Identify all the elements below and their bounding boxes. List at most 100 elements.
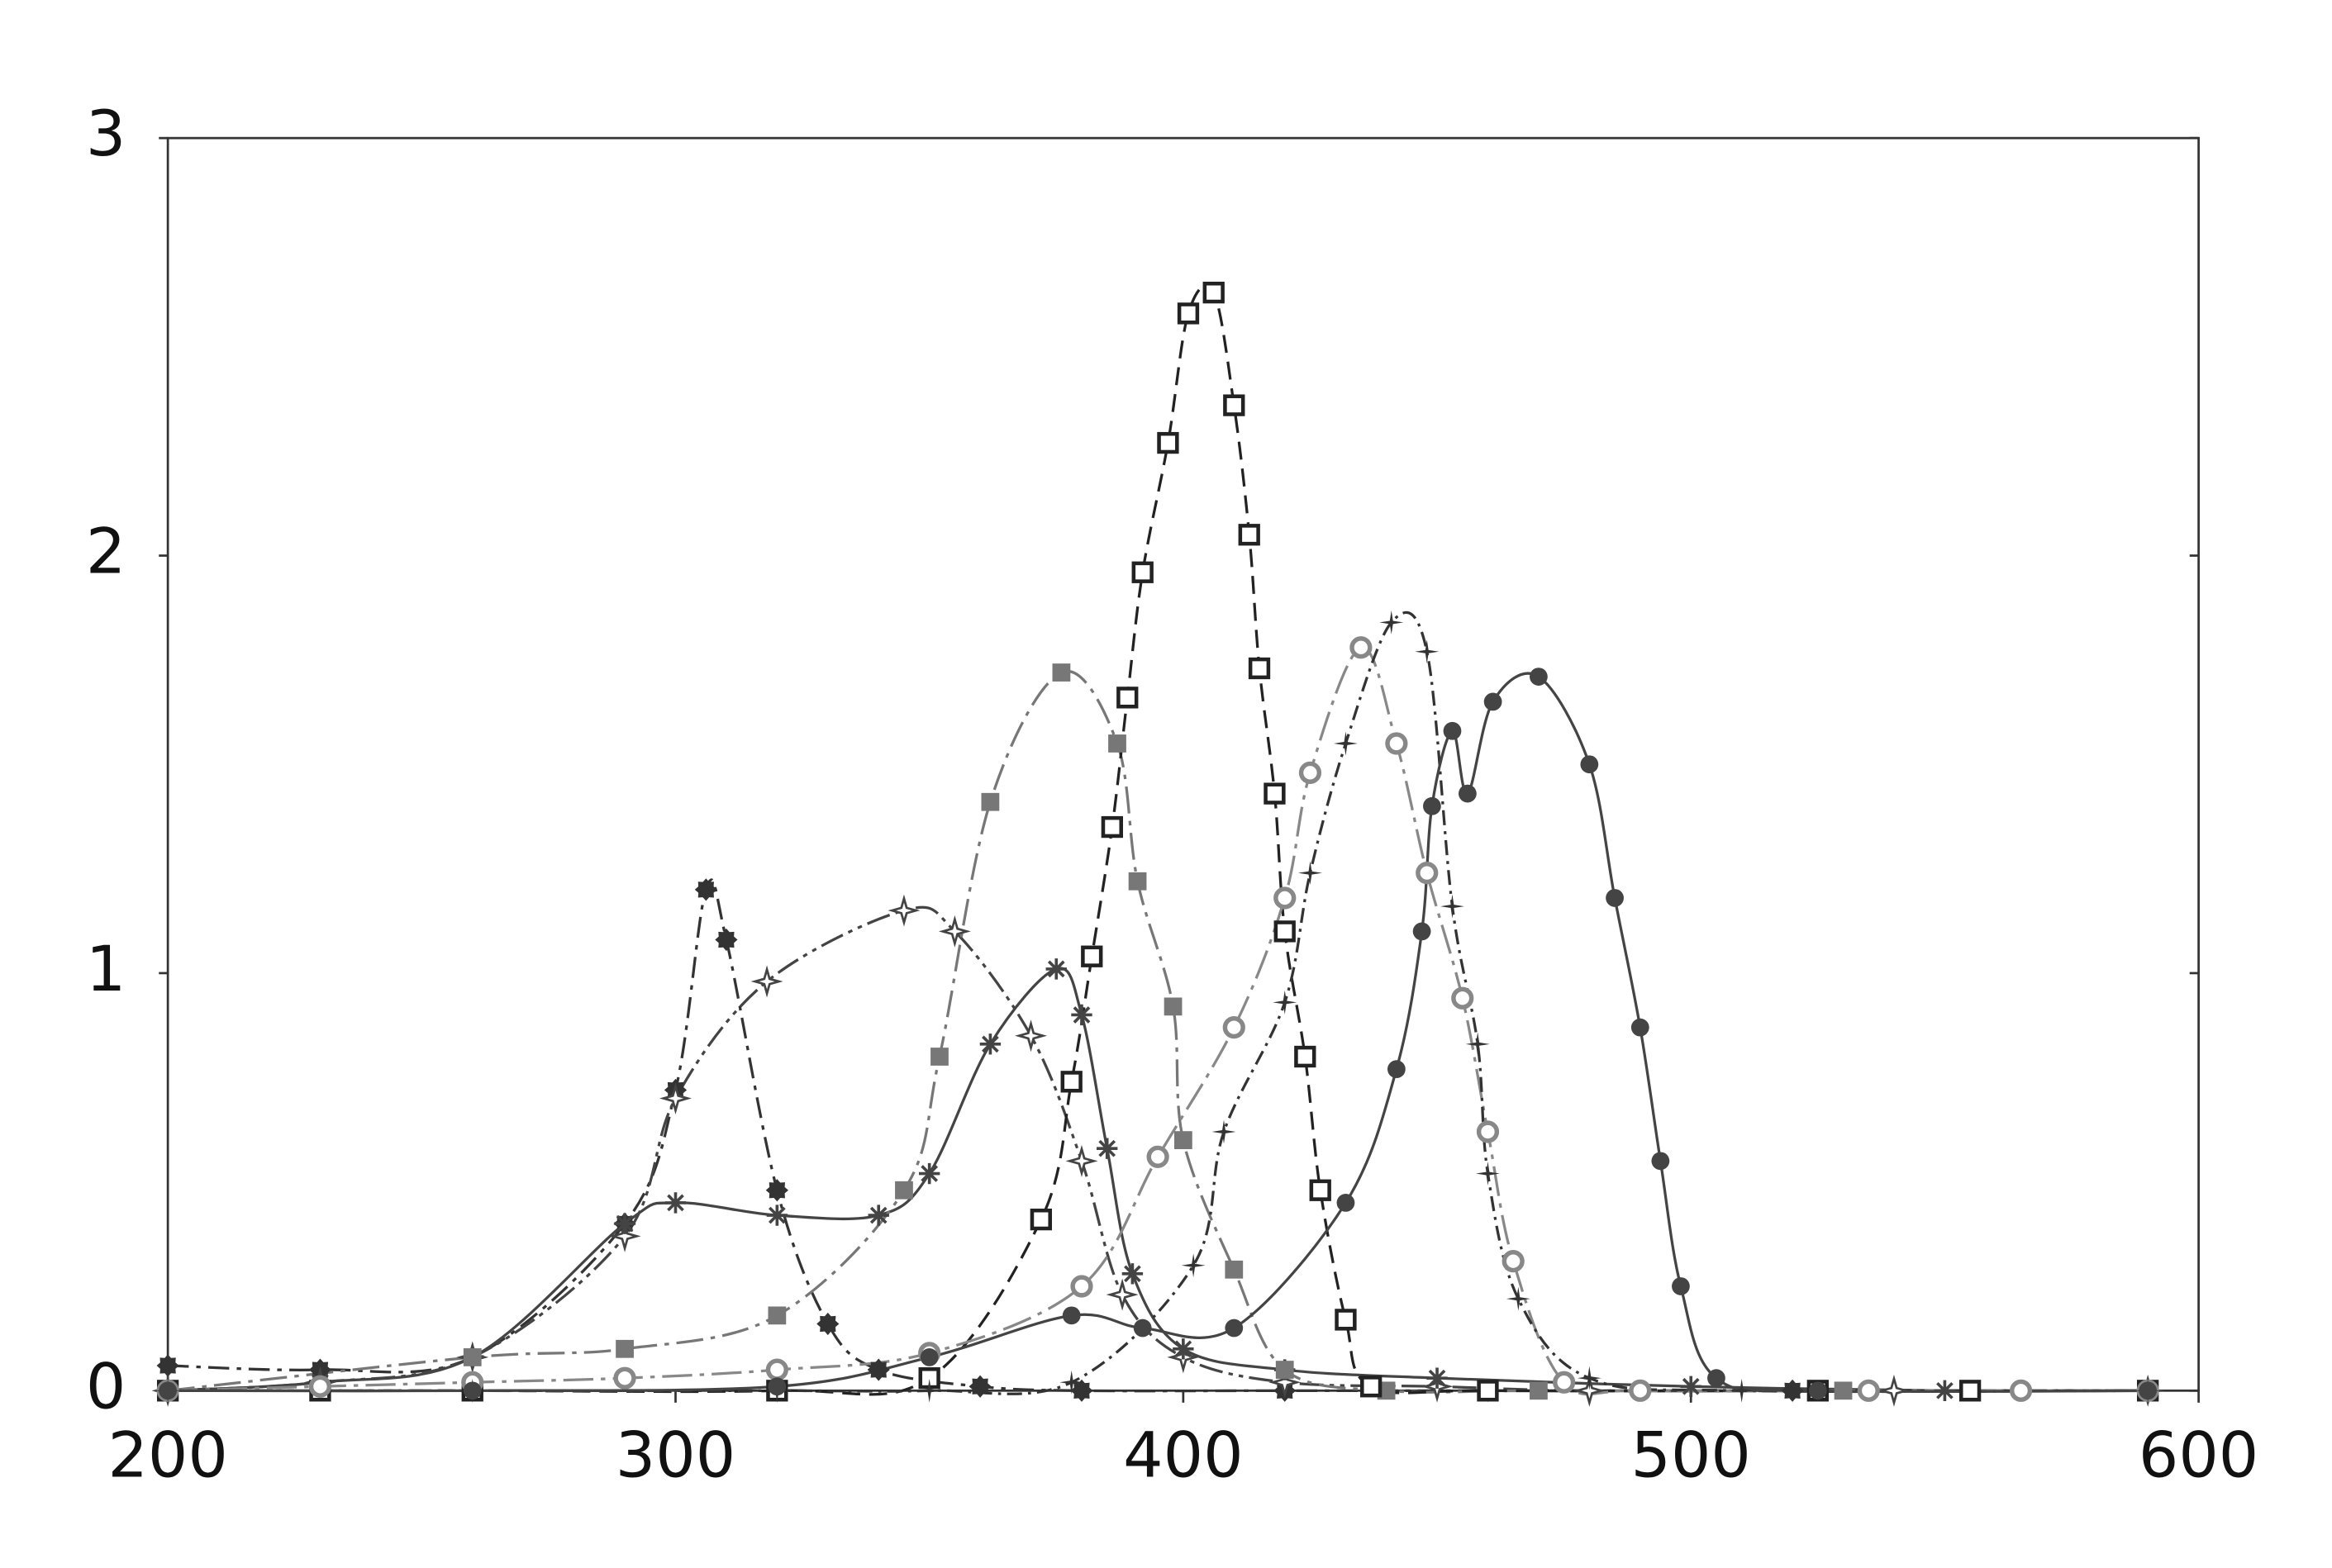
marker: [1097, 1138, 1117, 1159]
marker: [1555, 1373, 1573, 1391]
marker: [1387, 1060, 1406, 1078]
marker: [1225, 1019, 1243, 1037]
marker: [1311, 1181, 1330, 1200]
marker: [1276, 923, 1294, 941]
marker: [766, 1179, 788, 1201]
marker: [1580, 755, 1598, 773]
series-line: [168, 671, 2148, 1392]
marker: [1063, 1306, 1081, 1324]
marker: [768, 1361, 786, 1379]
y-tick-label: 0: [86, 1349, 126, 1423]
marker: [1083, 948, 1101, 966]
marker: [1337, 1194, 1355, 1212]
marker: [919, 1163, 940, 1184]
x-tick-label: 300: [616, 1418, 735, 1492]
marker: [1352, 639, 1370, 657]
marker: [2139, 1381, 2157, 1399]
marker: [1129, 872, 1147, 891]
marker: [1961, 1381, 1979, 1399]
marker: [1174, 1131, 1192, 1149]
marker: [1134, 563, 1152, 582]
marker: [1164, 997, 1183, 1015]
marker: [1423, 797, 1441, 815]
marker: [755, 970, 779, 994]
marker: [1173, 1338, 1193, 1359]
marker: [1426, 1367, 1447, 1388]
marker: [1530, 668, 1548, 686]
marker: [892, 899, 916, 923]
marker: [1205, 283, 1223, 302]
marker: [665, 1192, 686, 1213]
marker: [1504, 1252, 1522, 1271]
marker: [1415, 639, 1439, 663]
marker: [1063, 1072, 1081, 1090]
marker: [715, 929, 737, 951]
marker: [1225, 1261, 1243, 1279]
y-tick-label: 2: [86, 515, 126, 588]
series-line: [168, 612, 2148, 1394]
marker: [1225, 1319, 1243, 1338]
marker: [614, 1213, 635, 1233]
y-tick-label: 1: [86, 932, 126, 1005]
marker: [1809, 1381, 1827, 1399]
marker: [1334, 731, 1358, 755]
marker: [616, 1369, 634, 1387]
series-line: [168, 880, 2148, 1391]
marker: [1631, 1019, 1649, 1037]
marker: [1240, 525, 1259, 544]
marker: [1159, 434, 1178, 452]
y-tick-label: 3: [86, 97, 126, 170]
marker: [1149, 1147, 1167, 1166]
marker: [930, 1048, 949, 1066]
marker: [1730, 1379, 1754, 1403]
marker: [982, 793, 1000, 811]
marker: [1672, 1277, 1690, 1295]
marker: [1387, 734, 1406, 753]
series-line: [168, 968, 2148, 1391]
marker: [1440, 895, 1464, 919]
marker: [868, 1358, 890, 1380]
marker: [921, 1348, 939, 1366]
chart: 0123200300400500600: [0, 0, 2332, 1565]
marker: [1835, 1381, 1853, 1399]
marker: [1444, 722, 1462, 740]
marker: [464, 1348, 482, 1366]
series-line: [168, 673, 2148, 1391]
marker: [768, 1377, 786, 1395]
marker: [1651, 1152, 1669, 1170]
marker: [980, 1033, 1001, 1054]
marker: [1073, 1277, 1091, 1295]
marker: [1053, 663, 1071, 682]
marker: [1069, 1149, 1093, 1173]
marker: [1418, 864, 1436, 882]
marker: [1273, 991, 1297, 1014]
marker: [1071, 1005, 1092, 1025]
x-tick-label: 400: [1123, 1418, 1243, 1492]
marker: [1459, 785, 1477, 803]
marker: [464, 1381, 482, 1399]
marker: [1276, 1361, 1294, 1379]
marker: [1578, 1366, 1601, 1390]
marker: [1211, 1119, 1235, 1143]
marker: [2012, 1381, 2030, 1399]
marker: [895, 1181, 913, 1200]
marker: [1362, 1377, 1380, 1395]
series-line: [168, 647, 2148, 1394]
marker: [1179, 305, 1197, 323]
marker: [1506, 1287, 1530, 1311]
marker: [1337, 1311, 1355, 1329]
marker: [1134, 1319, 1152, 1338]
marker: [157, 1354, 179, 1376]
marker: [969, 1376, 992, 1398]
marker: [1122, 1263, 1143, 1284]
marker: [1781, 1380, 1803, 1402]
marker: [1296, 1048, 1314, 1066]
marker: [1606, 889, 1624, 907]
marker: [816, 1313, 839, 1335]
marker: [1111, 1283, 1135, 1307]
plot-frame: [168, 138, 2198, 1390]
marker: [1182, 1253, 1206, 1277]
x-tick-label: 200: [107, 1418, 227, 1492]
marker: [1108, 734, 1126, 753]
marker: [1454, 989, 1472, 1007]
